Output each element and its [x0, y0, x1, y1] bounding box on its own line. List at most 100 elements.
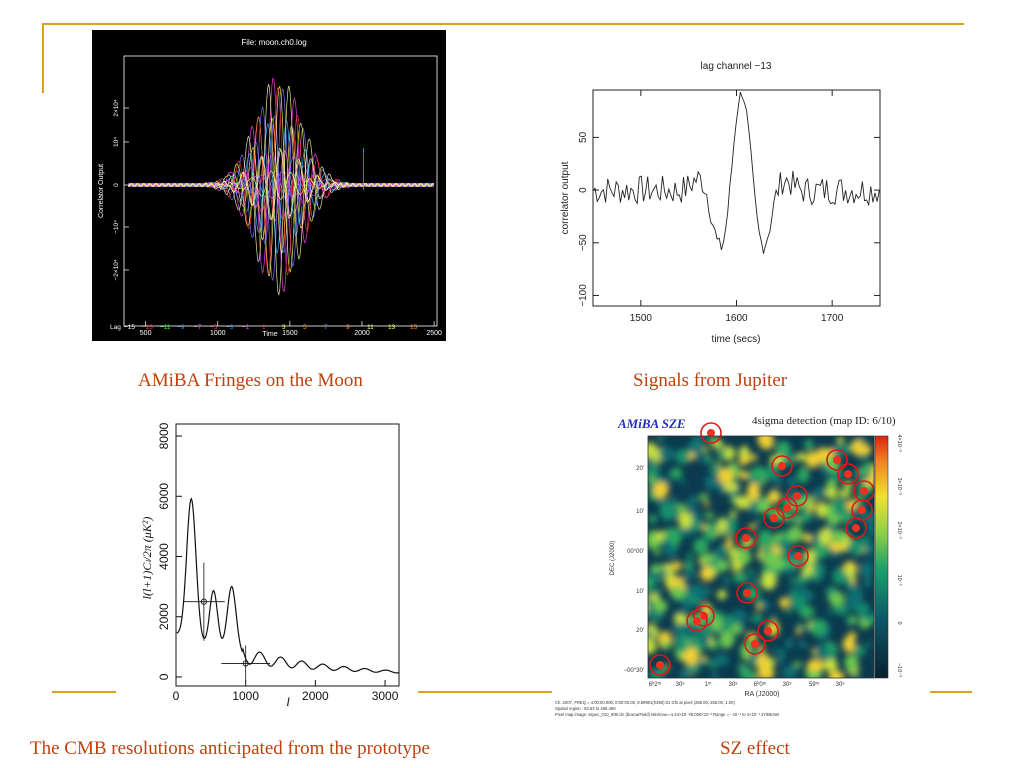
cmb-plot-frame [175, 423, 400, 687]
sz-ra-tick-label: 30ˢ [783, 682, 792, 688]
sz-map-blob [807, 659, 824, 672]
sz-map-blob [826, 609, 832, 615]
sz-map-blob [772, 647, 779, 652]
sz-map-blob [785, 608, 793, 614]
moon-legend-item: 7 [324, 324, 328, 331]
sz-map-blob [681, 651, 699, 664]
sz-map-blob [851, 617, 858, 623]
sz-title: 4sigma detection (map ID: 6/10) [752, 415, 896, 427]
moon-legend-item: 5 [303, 324, 307, 331]
sz-map-blob [658, 568, 668, 578]
sz-detection-circle [771, 455, 793, 477]
sz-brand: AMiBA SZE [617, 416, 686, 431]
sz-map-blob [863, 541, 874, 555]
jupiter-xtick-label: 1600 [725, 313, 748, 324]
sz-map-blob [750, 613, 764, 624]
sz-map-blob [770, 615, 778, 620]
sz-map-blob [678, 511, 693, 529]
sz-map-blob [648, 475, 655, 483]
sz-map-blob [673, 613, 688, 625]
sz-map-blob [739, 470, 749, 480]
moon-legend-item: −11 [160, 324, 171, 331]
sz-colorbar-tick-label: 2×10⁻³ [896, 521, 902, 538]
sz-map-blob [693, 538, 709, 555]
sz-map-blob [654, 587, 662, 596]
sz-dec-tick-label: 10' [636, 509, 644, 515]
moon-xlabel: Time [262, 331, 277, 338]
sz-detection-peak [693, 617, 701, 625]
sz-detection-peak [793, 492, 801, 500]
sz-map-blob [793, 661, 802, 668]
sz-detection-circle [845, 517, 867, 539]
sz-map-blob [659, 500, 676, 521]
sz-map-blob [745, 666, 751, 675]
moon-legend-item: 11 [367, 324, 374, 331]
cmb-ytick-label: 6000 [157, 483, 171, 510]
sz-map-blob [747, 482, 760, 501]
sz-ra-tick-label: 59ᵐ [809, 682, 820, 688]
sz-map-blob [717, 589, 727, 600]
sz-map-blob [777, 657, 785, 665]
moon-fringes-figure: File: moon.ch0.log 500 1000 1500 2000 2500 2×… [92, 30, 446, 341]
sz-map-blob [844, 654, 859, 671]
sz-map-blob [796, 628, 802, 635]
sz-footer-line-3: Pixel map image: sspec_010_006.cln (boxc… [555, 712, 779, 717]
sz-colorbar-tick-label: 0 [896, 621, 902, 624]
sz-detection-peak [794, 552, 802, 560]
sz-map-blob [780, 549, 787, 555]
moon-fringe-line [128, 170, 435, 200]
sz-map-blob [789, 577, 796, 585]
cmb-xtick-label: 1000 [232, 689, 259, 703]
moon-fringe-line [128, 87, 435, 276]
sz-map-blob [693, 586, 709, 600]
cmb-xtick-label: 3000 [372, 689, 399, 703]
sz-map-blob [851, 673, 860, 678]
sz-detection-circle [736, 582, 758, 604]
sz-map-blob [817, 502, 824, 507]
sz-map-blob [719, 630, 734, 649]
sz-detection-circle [787, 545, 809, 567]
sz-caption: SZ effect [720, 738, 790, 759]
sz-map-blob [868, 557, 874, 562]
sz-ra-tick-label: 30ˢ [729, 682, 738, 688]
sz-map-blob [665, 501, 671, 506]
sz-map-blob [706, 455, 713, 464]
cmb-caption: The CMB resolutions anticipated from the… [30, 738, 430, 759]
moon-fringe-line [128, 147, 434, 221]
sz-detection-circle [649, 654, 671, 676]
moon-legend-item: −3 [226, 324, 234, 331]
sz-map-blob [702, 447, 709, 452]
sz-map-blob [757, 666, 775, 678]
sz-map-blob [772, 478, 784, 486]
sz-map-blob [749, 577, 759, 588]
cmb-xtick-label: 2000 [302, 689, 329, 703]
sz-detection-peak [656, 661, 664, 669]
moon-xtick-label: 2500 [426, 330, 442, 337]
sz-colorbar-tick-label: −10⁻³ [896, 663, 902, 677]
sz-detection-circle [763, 507, 785, 529]
sz-map-blob [662, 664, 670, 670]
sz-map-blob [851, 438, 865, 456]
moon-ytick-label: 0 [113, 183, 120, 187]
sz-map-blob [847, 584, 863, 607]
cmb-axes: 0 1000 2000 3000 8000 6000 4000 2000 0 [157, 422, 399, 703]
sz-detection-circle [837, 463, 859, 485]
sz-map-blob [705, 512, 714, 519]
sz-map-blob [692, 436, 704, 446]
moon-xtick-label: 500 [140, 330, 152, 337]
sz-detection-peak [742, 534, 750, 542]
sz-map-blob [859, 436, 867, 443]
cmb-ytick-label: 2000 [157, 603, 171, 630]
sz-dec-tick-label: 10' [636, 589, 644, 595]
moon-legend-title: Lag [110, 324, 121, 331]
sz-map-blob [700, 553, 716, 563]
sz-map-blob [704, 475, 720, 490]
moon-ytick-label: 2×10⁴ [113, 99, 120, 117]
sz-map-blob [757, 436, 774, 450]
moon-legend-item: −13 [142, 324, 153, 331]
jupiter-signal-figure: lag channel −13 1500 1600 1700 50 0 −50 −100 t… [556, 52, 886, 352]
sz-map-blob [659, 451, 668, 459]
sz-map-blob [722, 616, 735, 631]
sz-map-blob [832, 497, 847, 517]
sz-map-blob [657, 436, 665, 442]
